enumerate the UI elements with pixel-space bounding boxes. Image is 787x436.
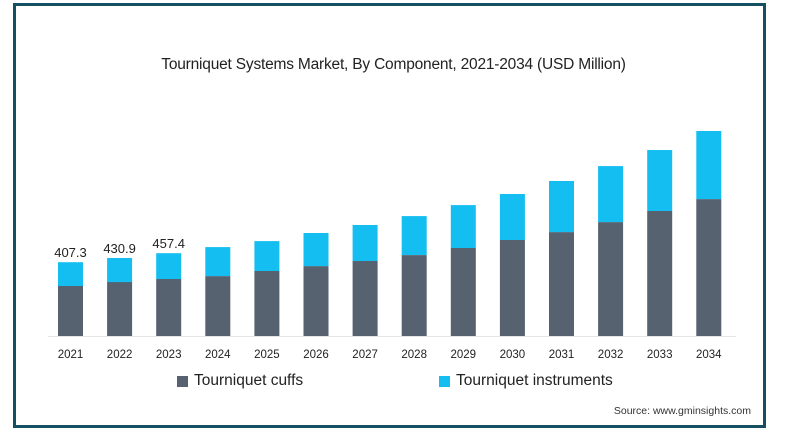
x-tick-label-2028: 2028 xyxy=(401,349,427,361)
bar-cuffs-2029 xyxy=(450,248,476,336)
value-labels: 407.3 430.9 457.4 xyxy=(54,236,185,260)
bar-instruments-2021 xyxy=(58,262,83,286)
legend-swatch-instruments xyxy=(439,375,450,387)
bar-cuffs-2034 xyxy=(696,199,722,336)
bar-instruments-2034 xyxy=(696,131,722,200)
legend-swatch-cuffs xyxy=(177,375,188,387)
x-tick-label-2030: 2030 xyxy=(500,349,526,361)
legend-label-cuffs: Tourniquet cuffs xyxy=(194,372,304,389)
x-tick-label-2023: 2023 xyxy=(156,349,182,361)
bar-cuffs-2030 xyxy=(499,240,525,336)
bar-cuffs-2028 xyxy=(401,255,427,336)
bar-instruments-2031 xyxy=(549,181,574,233)
bar-cuffs-2027 xyxy=(352,261,378,336)
bar-instruments-2027 xyxy=(352,225,378,261)
bar-cuffs-2022 xyxy=(107,282,133,336)
legend-item-cuffs: Tourniquet cuffs xyxy=(177,372,303,390)
x-tick-label-2021: 2021 xyxy=(58,349,84,361)
bar-cuffs-2033 xyxy=(647,211,673,336)
legend-label-instruments: Tourniquet instruments xyxy=(456,372,613,389)
bar-instruments-2024 xyxy=(205,247,231,277)
x-tick-label-2022: 2022 xyxy=(107,349,133,361)
bar-instruments-2032 xyxy=(598,166,624,223)
bar-cuffs-2021 xyxy=(58,286,83,336)
bar-instruments-2028 xyxy=(401,216,427,255)
bars-group xyxy=(58,131,722,336)
bar-instruments-2022 xyxy=(107,258,133,283)
value-label-2021: 407.3 xyxy=(54,245,87,260)
x-tick-label-2027: 2027 xyxy=(352,349,378,361)
source-note: Source: www.gminsights.com xyxy=(613,405,751,417)
bar-instruments-2025 xyxy=(254,241,280,271)
x-tick-label-2029: 2029 xyxy=(451,349,477,361)
chart-frame xyxy=(13,3,766,428)
bar-instruments-2029 xyxy=(450,205,476,248)
chart-title: Tourniquet Systems Market, By Component,… xyxy=(161,56,626,73)
bar-cuffs-2032 xyxy=(598,222,624,336)
bar-cuffs-2024 xyxy=(205,276,231,336)
legend-item-instruments: Tourniquet instruments xyxy=(439,372,613,390)
bar-cuffs-2023 xyxy=(156,279,182,336)
value-label-2022: 430.9 xyxy=(103,241,136,256)
x-tick-label-2034: 2034 xyxy=(696,349,722,361)
x-tick-label-2031: 2031 xyxy=(549,349,575,361)
x-tick-label-2032: 2032 xyxy=(598,349,624,361)
x-tick-labels: 2021 2022 2023 2024 2025 2026 2027 2028 2029 2030… xyxy=(58,349,722,361)
bar-instruments-2026 xyxy=(303,233,329,267)
x-tick-label-2026: 2026 xyxy=(303,349,329,361)
bar-instruments-2033 xyxy=(647,150,673,211)
bar-instruments-2023 xyxy=(156,253,182,279)
x-tick-label-2025: 2025 xyxy=(254,349,280,361)
x-tick-label-2024: 2024 xyxy=(205,349,231,361)
bar-cuffs-2031 xyxy=(549,232,574,336)
value-label-2023: 457.4 xyxy=(152,236,185,251)
bar-cuffs-2025 xyxy=(254,271,280,336)
x-tick-label-2033: 2033 xyxy=(647,349,673,361)
bar-instruments-2030 xyxy=(499,194,525,240)
bar-cuffs-2026 xyxy=(303,266,329,336)
